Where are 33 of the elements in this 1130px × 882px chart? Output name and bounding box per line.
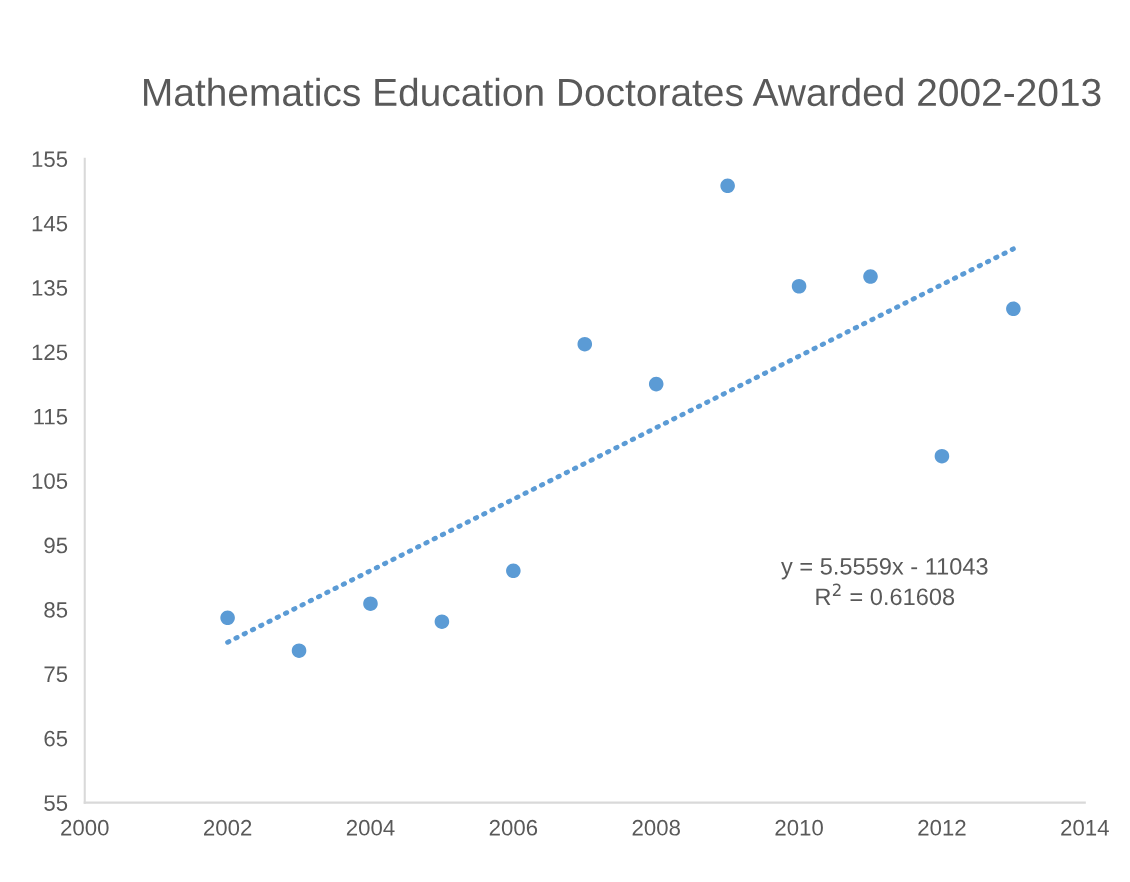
x-tick-label: 2010 xyxy=(775,819,823,836)
point xyxy=(363,596,378,611)
point xyxy=(506,563,521,579)
y-tick-label: 95 xyxy=(44,537,68,554)
y-tick-label: 145 xyxy=(32,215,68,232)
x-tick-label: 2000 xyxy=(61,819,109,836)
y-tick-label: 135 xyxy=(32,280,68,296)
annotation: y = 5.5559x - 11043 R$^{2}$ = 0.61608 xyxy=(781,558,988,606)
chart-title: Mathematics Education Doctorates Awarded 2002-2013 xyxy=(144,77,1101,107)
point xyxy=(220,610,235,626)
point xyxy=(863,269,878,284)
y-tick-label: 125 xyxy=(32,344,68,361)
y-tick-label: 85 xyxy=(44,602,68,618)
point xyxy=(720,178,735,194)
point xyxy=(791,278,807,294)
y-tick-label: 55 xyxy=(44,795,68,811)
y-tick-label: 115 xyxy=(34,409,68,425)
x-tick-label: 2012 xyxy=(918,819,966,836)
point xyxy=(291,643,307,658)
point xyxy=(577,336,593,352)
point xyxy=(434,614,450,629)
x-tick-label: 2008 xyxy=(632,819,680,836)
point xyxy=(1006,301,1021,317)
y-tick-label: 105 xyxy=(32,473,68,489)
y-tick-label: 75 xyxy=(44,666,68,683)
x-tick-label: 2004 xyxy=(346,819,395,836)
y-tick-label: 155 xyxy=(32,151,68,168)
point xyxy=(648,376,664,392)
x-tick-label: 2006 xyxy=(489,819,538,836)
x-tick-label: 2002 xyxy=(204,819,252,836)
x-tick-label: 2014 xyxy=(1061,819,1109,836)
y-tick-label: 65 xyxy=(44,730,68,747)
point xyxy=(934,448,950,464)
